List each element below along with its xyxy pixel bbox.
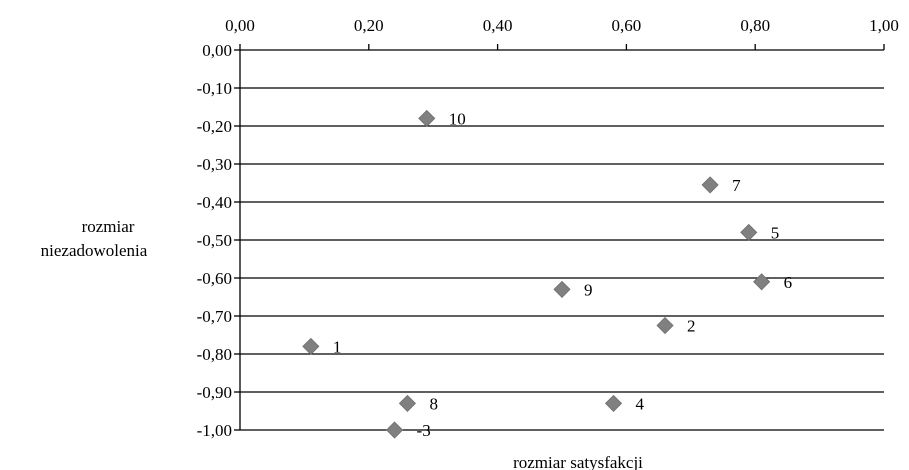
- x-tick-label: 1,00: [869, 16, 899, 35]
- y-tick-label: -0,80: [197, 345, 232, 364]
- x-axis-title: rozmiar satysfakcji: [513, 453, 643, 470]
- point-label-9: 9: [584, 280, 593, 299]
- point-label-1: 1: [333, 337, 342, 356]
- y-tick-label: -0,40: [197, 193, 232, 212]
- point-label-2: 2: [687, 317, 696, 336]
- point-labels: 1 2 -3 4 5 6 7 8 9 10: [333, 109, 792, 440]
- y-tick-label: -1,00: [197, 421, 232, 440]
- point-label-6: 6: [784, 273, 793, 292]
- x-tick-label: 0,20: [354, 16, 384, 35]
- y-axis-title-line-2: niezadowolenia: [41, 241, 148, 260]
- point-label-5: 5: [771, 223, 780, 242]
- point-label-neg3: -3: [417, 421, 431, 440]
- data-point-7: [701, 176, 719, 194]
- data-point-8: [398, 394, 417, 412]
- y-tick-label: -0,70: [197, 307, 232, 326]
- y-tick-label: 0,00: [202, 41, 232, 60]
- y-axis-title-line-1: rozmiar: [82, 217, 135, 236]
- data-point-5: [740, 223, 758, 241]
- y-tick-label: -0,60: [197, 269, 232, 288]
- data-point-10: [418, 109, 436, 127]
- data-point-neg3: [385, 421, 404, 439]
- y-tick-label: -0,20: [197, 117, 232, 136]
- x-tick-label: 0,60: [612, 16, 642, 35]
- point-label-8: 8: [429, 394, 438, 413]
- x-tick-label: 0,40: [483, 16, 513, 35]
- point-label-4: 4: [636, 394, 645, 413]
- y-tick-label: -0,90: [197, 383, 232, 402]
- data-point-9: [553, 280, 571, 298]
- data-point-1: [302, 337, 320, 355]
- y-tick-label: -0,50: [197, 231, 232, 250]
- data-point-6: [753, 273, 771, 291]
- tick-labels: 0,00 -0,10 -0,20 -0,30 -0,40 -0,50 -0,60 -0,70 -…: [197, 16, 899, 440]
- data-point-4: [604, 394, 623, 412]
- x-tick-label: 0,00: [225, 16, 255, 35]
- axes: [234, 44, 885, 431]
- y-tick-label: -0,10: [197, 79, 232, 98]
- point-label-10: 10: [449, 109, 466, 128]
- data-point-2: [656, 316, 674, 335]
- y-tick-label: -0,30: [197, 155, 232, 174]
- point-label-7: 7: [732, 176, 741, 195]
- x-tick-label: 0,80: [740, 16, 770, 35]
- gridlines: [240, 49, 884, 431]
- data-points: [302, 109, 771, 439]
